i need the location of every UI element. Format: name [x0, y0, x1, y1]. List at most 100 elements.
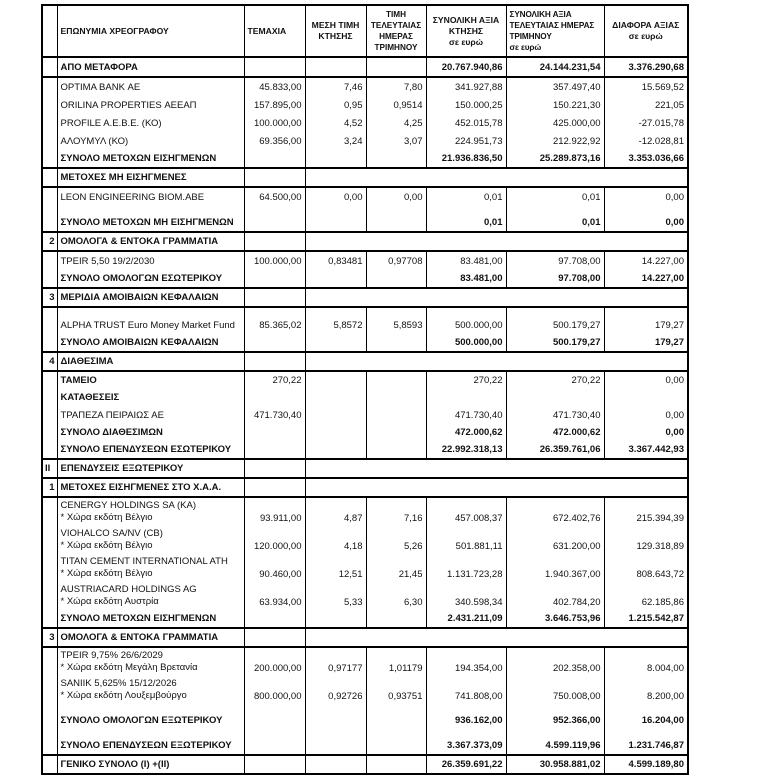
- cell-security-name: VIOHALCO SA/NV (CB) * Χώρα εκδότη Βέλγιο: [56, 526, 245, 554]
- cell-last-price: [365, 334, 427, 352]
- cell-cost-value: 22.992.318,13: [425, 441, 507, 459]
- cell-section-num: [41, 755, 58, 774]
- cell-security-name: [56, 206, 245, 214]
- cell-cost-value: 83.481,00: [425, 270, 507, 288]
- cell-units: 93.911,00: [243, 497, 306, 526]
- cell-quarter-value: 97.708,00: [505, 270, 605, 288]
- cell-security-name: ΣΥΝΟΛΟ ΜΕΤΟΧΩΝ ΕΙΣΗΓΜΕΝΩΝ: [56, 150, 245, 168]
- column-header: ΣΥΝΟΛΙΚΗ ΑΞΙΑ ΤΕΛΕΥΤΑΙΑΣ ΗΜΕΡΑΣ ΤΡΙΜΗΝΟΥ σε…: [505, 4, 605, 58]
- cell-last-price: [365, 424, 427, 441]
- cell-cost-value: 21.936.836,50: [425, 150, 507, 168]
- cell-units: 200.000,00: [243, 647, 306, 676]
- cell-last-price: [365, 371, 427, 389]
- cell-cost-value: 936.162,00: [425, 704, 507, 729]
- cell-section-num: [41, 676, 58, 704]
- cell-last-price: [365, 57, 427, 77]
- table-group: ΑΠΟ ΜΕΤΑΦΟΡΑ 20.767.940,86 24.144.231,54 3.…: [41, 57, 689, 77]
- cell-diff: 16.204,00: [603, 704, 689, 729]
- cell-diff: 179,27: [603, 316, 689, 334]
- cell-units: [243, 168, 306, 187]
- cell-cost-value: 471.730,40: [425, 406, 507, 424]
- table-row: 2 ΟΜΟΛΟΓΑ & ΕΝΤΟΚΑ ΓΡΑΜΜΑΤΙΑ: [41, 232, 689, 251]
- cell-units: [243, 150, 306, 168]
- cell-units: [243, 704, 306, 729]
- cell-quarter-value: 30.958.881,02: [505, 755, 605, 774]
- cell-cost-value: 500.000,00: [425, 334, 507, 352]
- cell-security-name: ΟΜΟΛΟΓΑ & ΕΝΤΟΚΑ ΓΡΑΜΜΑΤΙΑ: [56, 628, 245, 647]
- table-group: ΤΑΜΕΙΟ 270,22 270,22 270,22 0,00 ΚΑΤΑΘΕΣΕΙΣ ΤΡ…: [41, 371, 689, 459]
- cell-quarter-value: 270,22: [505, 371, 605, 389]
- cell-section-num: [41, 270, 58, 288]
- cell-section-num: [41, 307, 58, 316]
- table-group: TPEIR 5,50 19/2/2030 100.000,00 0,83481 0,9…: [41, 251, 689, 288]
- cell-units: [243, 288, 306, 307]
- cell-cost-value: 270,22: [425, 371, 507, 389]
- cell-quarter-value: [505, 206, 605, 214]
- table-group: CENERGY HOLDINGS SA (ΚΑ) * Χώρα εκδότη Βέ…: [41, 497, 689, 628]
- cell-security-name: PROFILE A.E.B.E. (ΚΟ): [56, 114, 245, 132]
- cell-avg-price: [304, 334, 367, 352]
- column-header: ΣΥΝΟΛΙΚΗ ΑΞΙΑ ΚΤΗΣΗΣ σε ευρώ: [425, 4, 507, 58]
- cell-security-name: ΣΥΝΟΛΟ ΜΕΤΟΧΩΝ ΜΗ ΕΙΣΗΓΜΕΝΩΝ: [56, 214, 245, 232]
- cell-cost-value: 741.808,00: [425, 676, 507, 704]
- cell-units: [243, 334, 306, 352]
- cell-diff: 8.200,00: [603, 676, 689, 704]
- cell-last-price: [365, 729, 427, 755]
- cell-units: [243, 232, 306, 251]
- cell-section-num: [41, 526, 58, 554]
- cell-units: 157.895,00: [243, 96, 306, 114]
- cell-quarter-value: 425.000,00: [505, 114, 605, 132]
- cell-section-num: [41, 704, 58, 729]
- table-row: OPTIMA BANK ΑΕ 45.833,00 7,46 7,80 341.927,8…: [41, 77, 689, 96]
- cell-diff: 0,00: [603, 371, 689, 389]
- cell-merged: [304, 232, 689, 251]
- cell-security-name: ΤΡΑΠΕΖΑ ΠΕΙΡΑΙΩΣ ΑΕ: [56, 406, 245, 424]
- cell-last-price: 3,07: [365, 132, 427, 150]
- cell-quarter-value: 471.730,40: [505, 406, 605, 424]
- cell-quarter-value: 357.497,40: [505, 77, 605, 96]
- cell-security-name: ORILINA PROPERTIES ΑΕΕΑΠ: [56, 96, 245, 114]
- cell-last-price: 6,30: [365, 582, 427, 610]
- cell-quarter-value: 0,01: [505, 214, 605, 232]
- cell-diff: 1.231.746,87: [603, 729, 689, 755]
- table-row: ΑΠΟ ΜΕΤΑΦΟΡΑ 20.767.940,86 24.144.231,54 3.…: [41, 57, 689, 77]
- cell-section-num: [41, 371, 58, 389]
- cell-units: [243, 755, 306, 774]
- cell-cost-value: 224.951,73: [425, 132, 507, 150]
- cell-cost-value: 20.767.940,86: [425, 57, 507, 77]
- portfolio-table: ΕΠΩΝΥΜΙΑ ΧΡΕΟΓΡΑΦΟΥ ΤΕΜΑΧΙΑ ΜΕΣΗ ΤΙΜΗ ΚΤΗΣΗ…: [41, 4, 689, 775]
- cell-diff: 0,00: [603, 187, 689, 206]
- cell-section-num: [41, 214, 58, 232]
- table-row: [41, 307, 689, 316]
- cell-cost-value: 501.881,11: [425, 526, 507, 554]
- cell-last-price: 5,8593: [365, 316, 427, 334]
- cell-avg-price: 0,95: [304, 96, 367, 114]
- cell-avg-price: [304, 424, 367, 441]
- cell-units: 64.500,00: [243, 187, 306, 206]
- cell-avg-price: 7,46: [304, 77, 367, 96]
- cell-units: 90.460,00: [243, 554, 306, 582]
- cell-security-name: OPTIMA BANK ΑΕ: [56, 77, 245, 96]
- table-row: ΚΑΤΑΘΕΣΕΙΣ: [41, 389, 689, 406]
- cell-section-num: [41, 316, 58, 334]
- cell-avg-price: 12,51: [304, 554, 367, 582]
- cell-avg-price: 3,24: [304, 132, 367, 150]
- table-row: TITAN CEMENT INTERNATIONAL ATH * Χώρα εκδ…: [41, 554, 689, 582]
- table-group: 3 ΜΕΡΙΔΙΑ ΑΜΟΙΒΑΙΩΝ ΚΕΦΑΛΑΙΩΝ: [41, 288, 689, 307]
- cell-units: 85.365,02: [243, 316, 306, 334]
- cell-section-num: [41, 389, 58, 406]
- cell-avg-price: 0,83481: [304, 251, 367, 270]
- cell-last-price: 0,93751: [365, 676, 427, 704]
- cell-cost-value: 500.000,00: [425, 316, 507, 334]
- cell-section-num: 2: [41, 232, 58, 251]
- table-row: [41, 206, 689, 214]
- cell-units: [243, 610, 306, 628]
- cell-diff: 62.185,86: [603, 582, 689, 610]
- table-row: ΜΕΤΟΧΕΣ ΜΗ ΕΙΣΗΓΜΕΝΕΣ: [41, 168, 689, 187]
- cell-last-price: [365, 441, 427, 459]
- table-row: AUSTRIACARD HOLDINGS AG * Χώρα εκδότη Αυσ…: [41, 582, 689, 610]
- cell-quarter-value: 25.289.873,16: [505, 150, 605, 168]
- cell-cost-value: 341.927,88: [425, 77, 507, 96]
- cell-security-name: TPEIR 5,50 19/2/2030: [56, 251, 245, 270]
- cell-avg-price: 5,33: [304, 582, 367, 610]
